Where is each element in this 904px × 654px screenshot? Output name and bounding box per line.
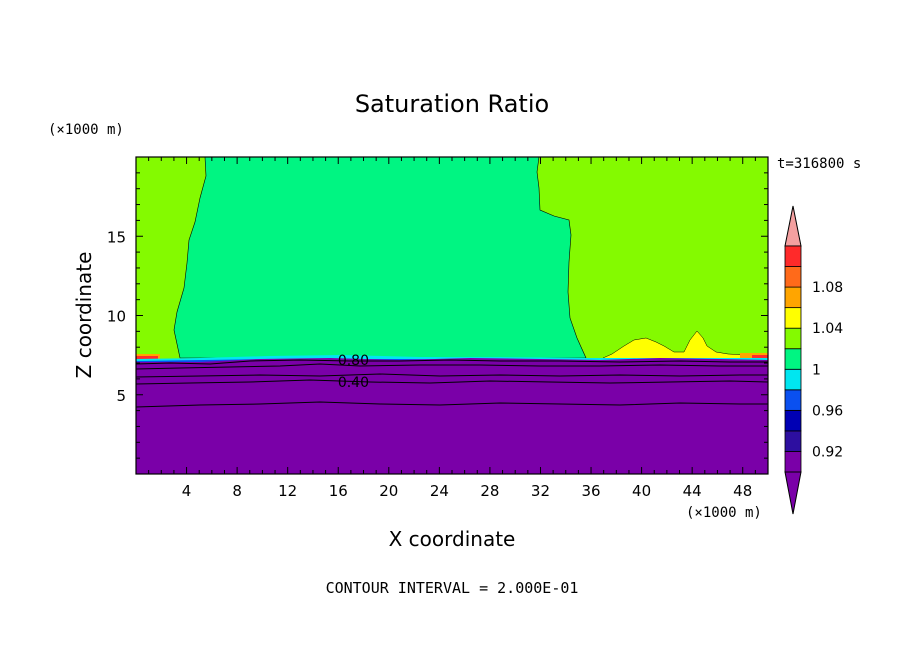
x-unit-label: (×1000 m)	[686, 505, 762, 521]
x-tick-label: 40	[632, 482, 651, 500]
colorbar-band	[784, 348, 802, 370]
contour-line	[136, 359, 768, 365]
colorbar-band	[784, 451, 802, 473]
colorbar-band	[784, 409, 802, 432]
region-subsaturated-lower-layer	[136, 358, 768, 474]
colorbar-bottom-arrow	[784, 471, 802, 515]
x-tick-label: 28	[480, 482, 499, 500]
colorbar-band	[784, 245, 802, 267]
chart-title: Saturation Ratio	[355, 90, 549, 118]
x-tick-label: 24	[430, 482, 449, 500]
x-tick-label: 32	[531, 482, 550, 500]
colorbar-label: 0.96	[812, 403, 843, 419]
y-unit-label: (×1000 m)	[48, 122, 124, 138]
y-tick-label: 15	[107, 228, 126, 246]
x-tick-label: 8	[232, 482, 242, 500]
x-tick-label: 4	[182, 482, 192, 500]
x-tick-label: 12	[278, 482, 297, 500]
y-axis-label: Z coordinate	[72, 252, 96, 379]
colorbar-top-arrow	[784, 205, 802, 247]
contour-line	[136, 401, 768, 408]
region-edge-red-right	[752, 355, 768, 358]
colorbar-label: 1.08	[812, 280, 843, 296]
colorbar-band	[784, 430, 802, 452]
contour-label: 0.40	[338, 375, 369, 391]
colorbar-label: 1	[812, 362, 821, 378]
colorbar: 1.08 1.04 1 0.96 0.92	[784, 205, 843, 515]
colorbar-band	[784, 286, 802, 309]
contour-interval-note: CONTOUR INTERVAL = 2.000E-01	[326, 579, 579, 597]
contour-line	[136, 379, 768, 385]
contour-field	[136, 157, 768, 474]
x-tick-label: 36	[581, 482, 600, 500]
contour-lines	[136, 359, 768, 408]
y-tick-label: 10	[107, 308, 126, 326]
colorbar-band	[784, 266, 802, 288]
colorbar-band	[784, 327, 802, 350]
contour-line	[136, 373, 768, 378]
x-tick-label: 48	[733, 482, 752, 500]
contour-label: 0.80	[338, 353, 369, 369]
colorbar-band	[784, 389, 802, 411]
contour-line	[136, 363, 768, 370]
x-tick-label: 16	[329, 482, 348, 500]
region-edge-red-left	[136, 356, 158, 359]
x-tick-label: 20	[379, 482, 398, 500]
x-tick-label: 44	[683, 482, 702, 500]
time-label: t=316800 s	[777, 156, 861, 172]
colorbar-band	[784, 307, 802, 329]
colorbar-label: 0.92	[812, 444, 843, 460]
colorbar-label: 1.04	[812, 321, 843, 337]
x-axis-label: X coordinate	[389, 527, 516, 551]
colorbar-band	[784, 368, 802, 391]
y-tick-label: 5	[116, 387, 126, 405]
region-near-saturation-core	[173, 157, 587, 359]
